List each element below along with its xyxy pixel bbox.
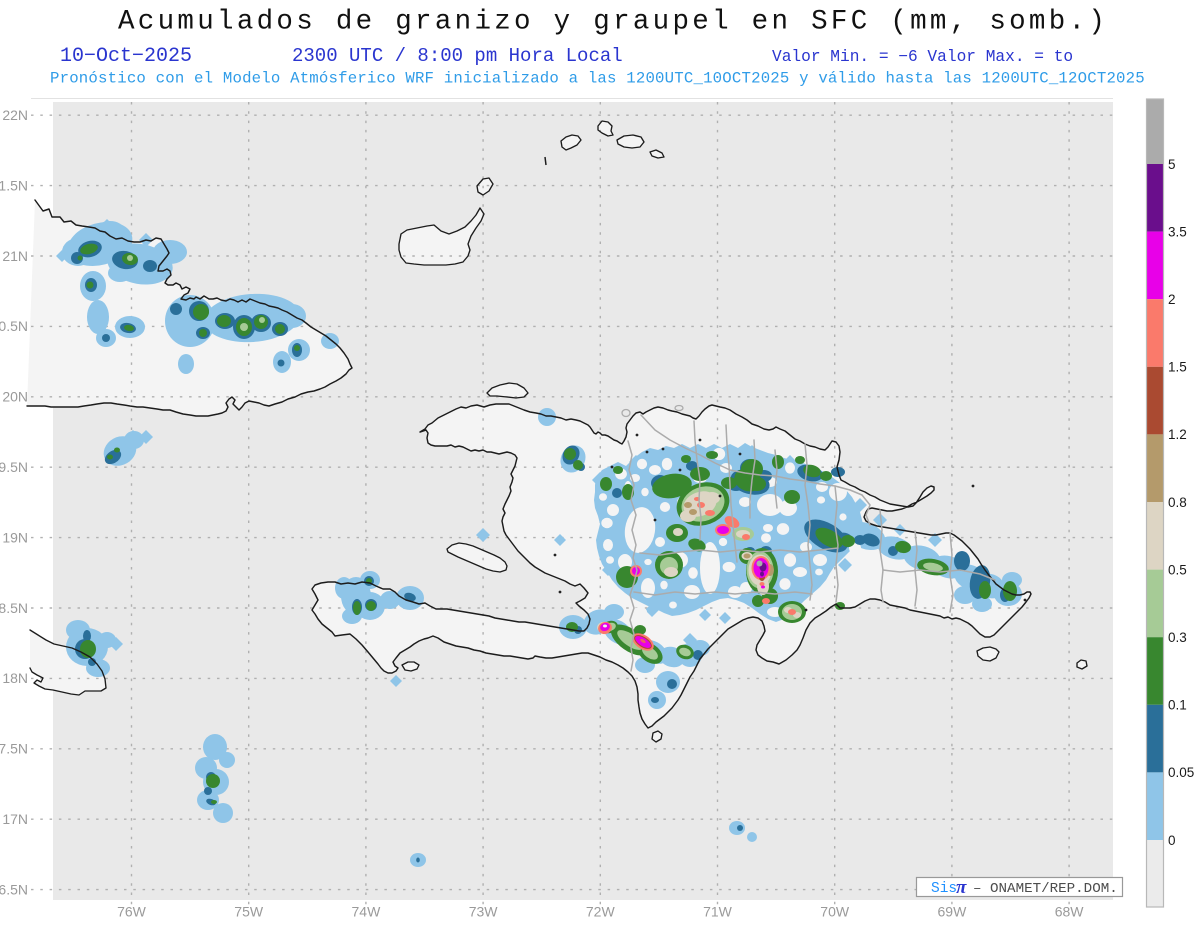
svg-text:6.5N: 6.5N xyxy=(0,881,28,897)
svg-text:0: 0 xyxy=(1168,833,1176,848)
svg-text:8.5N: 8.5N xyxy=(0,600,28,616)
svg-text:3.5: 3.5 xyxy=(1168,224,1187,239)
svg-text:0.8: 0.8 xyxy=(1168,495,1187,510)
svg-text:76W: 76W xyxy=(117,904,147,920)
svg-text:73W: 73W xyxy=(469,904,499,920)
svg-text:Sis: Sis xyxy=(931,881,957,897)
svg-text:1.5N: 1.5N xyxy=(0,177,28,193)
svg-text:72W: 72W xyxy=(586,904,616,920)
svg-text:10−Oct−2025: 10−Oct−2025 xyxy=(60,45,192,68)
svg-text:75W: 75W xyxy=(234,904,264,920)
svg-text:69W: 69W xyxy=(938,904,968,920)
svg-text:0.05: 0.05 xyxy=(1168,765,1194,780)
svg-text:0.3: 0.3 xyxy=(1168,630,1187,645)
svg-text:1.2: 1.2 xyxy=(1168,427,1187,442)
svg-text:5: 5 xyxy=(1168,157,1176,172)
svg-text:17N: 17N xyxy=(2,811,28,827)
svg-text:9.5N: 9.5N xyxy=(0,459,28,475)
svg-text:π: π xyxy=(956,877,967,898)
svg-text:18N: 18N xyxy=(2,670,28,686)
svg-text:70W: 70W xyxy=(820,904,850,920)
svg-text:2: 2 xyxy=(1168,292,1176,307)
svg-text:71W: 71W xyxy=(703,904,733,920)
svg-text:1.5: 1.5 xyxy=(1168,360,1187,375)
svg-text:22N: 22N xyxy=(2,107,28,123)
svg-text:19N: 19N xyxy=(2,529,28,545)
svg-text:0.1: 0.1 xyxy=(1168,698,1187,713)
svg-text:0.5: 0.5 xyxy=(1168,562,1187,577)
svg-text:Pronóstico con el Modelo Atmós: Pronóstico con el Modelo Atmósferico WRF… xyxy=(50,70,1145,88)
svg-text:21N: 21N xyxy=(2,248,28,264)
svg-text:Valor Min. = −6 Valor Max. =: Valor Min. = −6 Valor Max. = to xyxy=(772,48,1073,66)
svg-text:68W: 68W xyxy=(1055,904,1085,920)
svg-text:2300 UTC / 8:00 pm Hora Local: 2300 UTC / 8:00 pm Hora Local xyxy=(292,45,623,67)
svg-text:– ONAMET/REP.DOM.: – ONAMET/REP.DOM. xyxy=(973,881,1118,897)
svg-text:0.5N: 0.5N xyxy=(0,318,28,334)
svg-text:74W: 74W xyxy=(352,904,382,920)
svg-text:20N: 20N xyxy=(2,389,28,405)
svg-text:Acumulados de granizo y graupe: Acumulados de granizo y graupel en SFC (… xyxy=(118,7,1108,38)
svg-text:7.5N: 7.5N xyxy=(0,741,28,757)
